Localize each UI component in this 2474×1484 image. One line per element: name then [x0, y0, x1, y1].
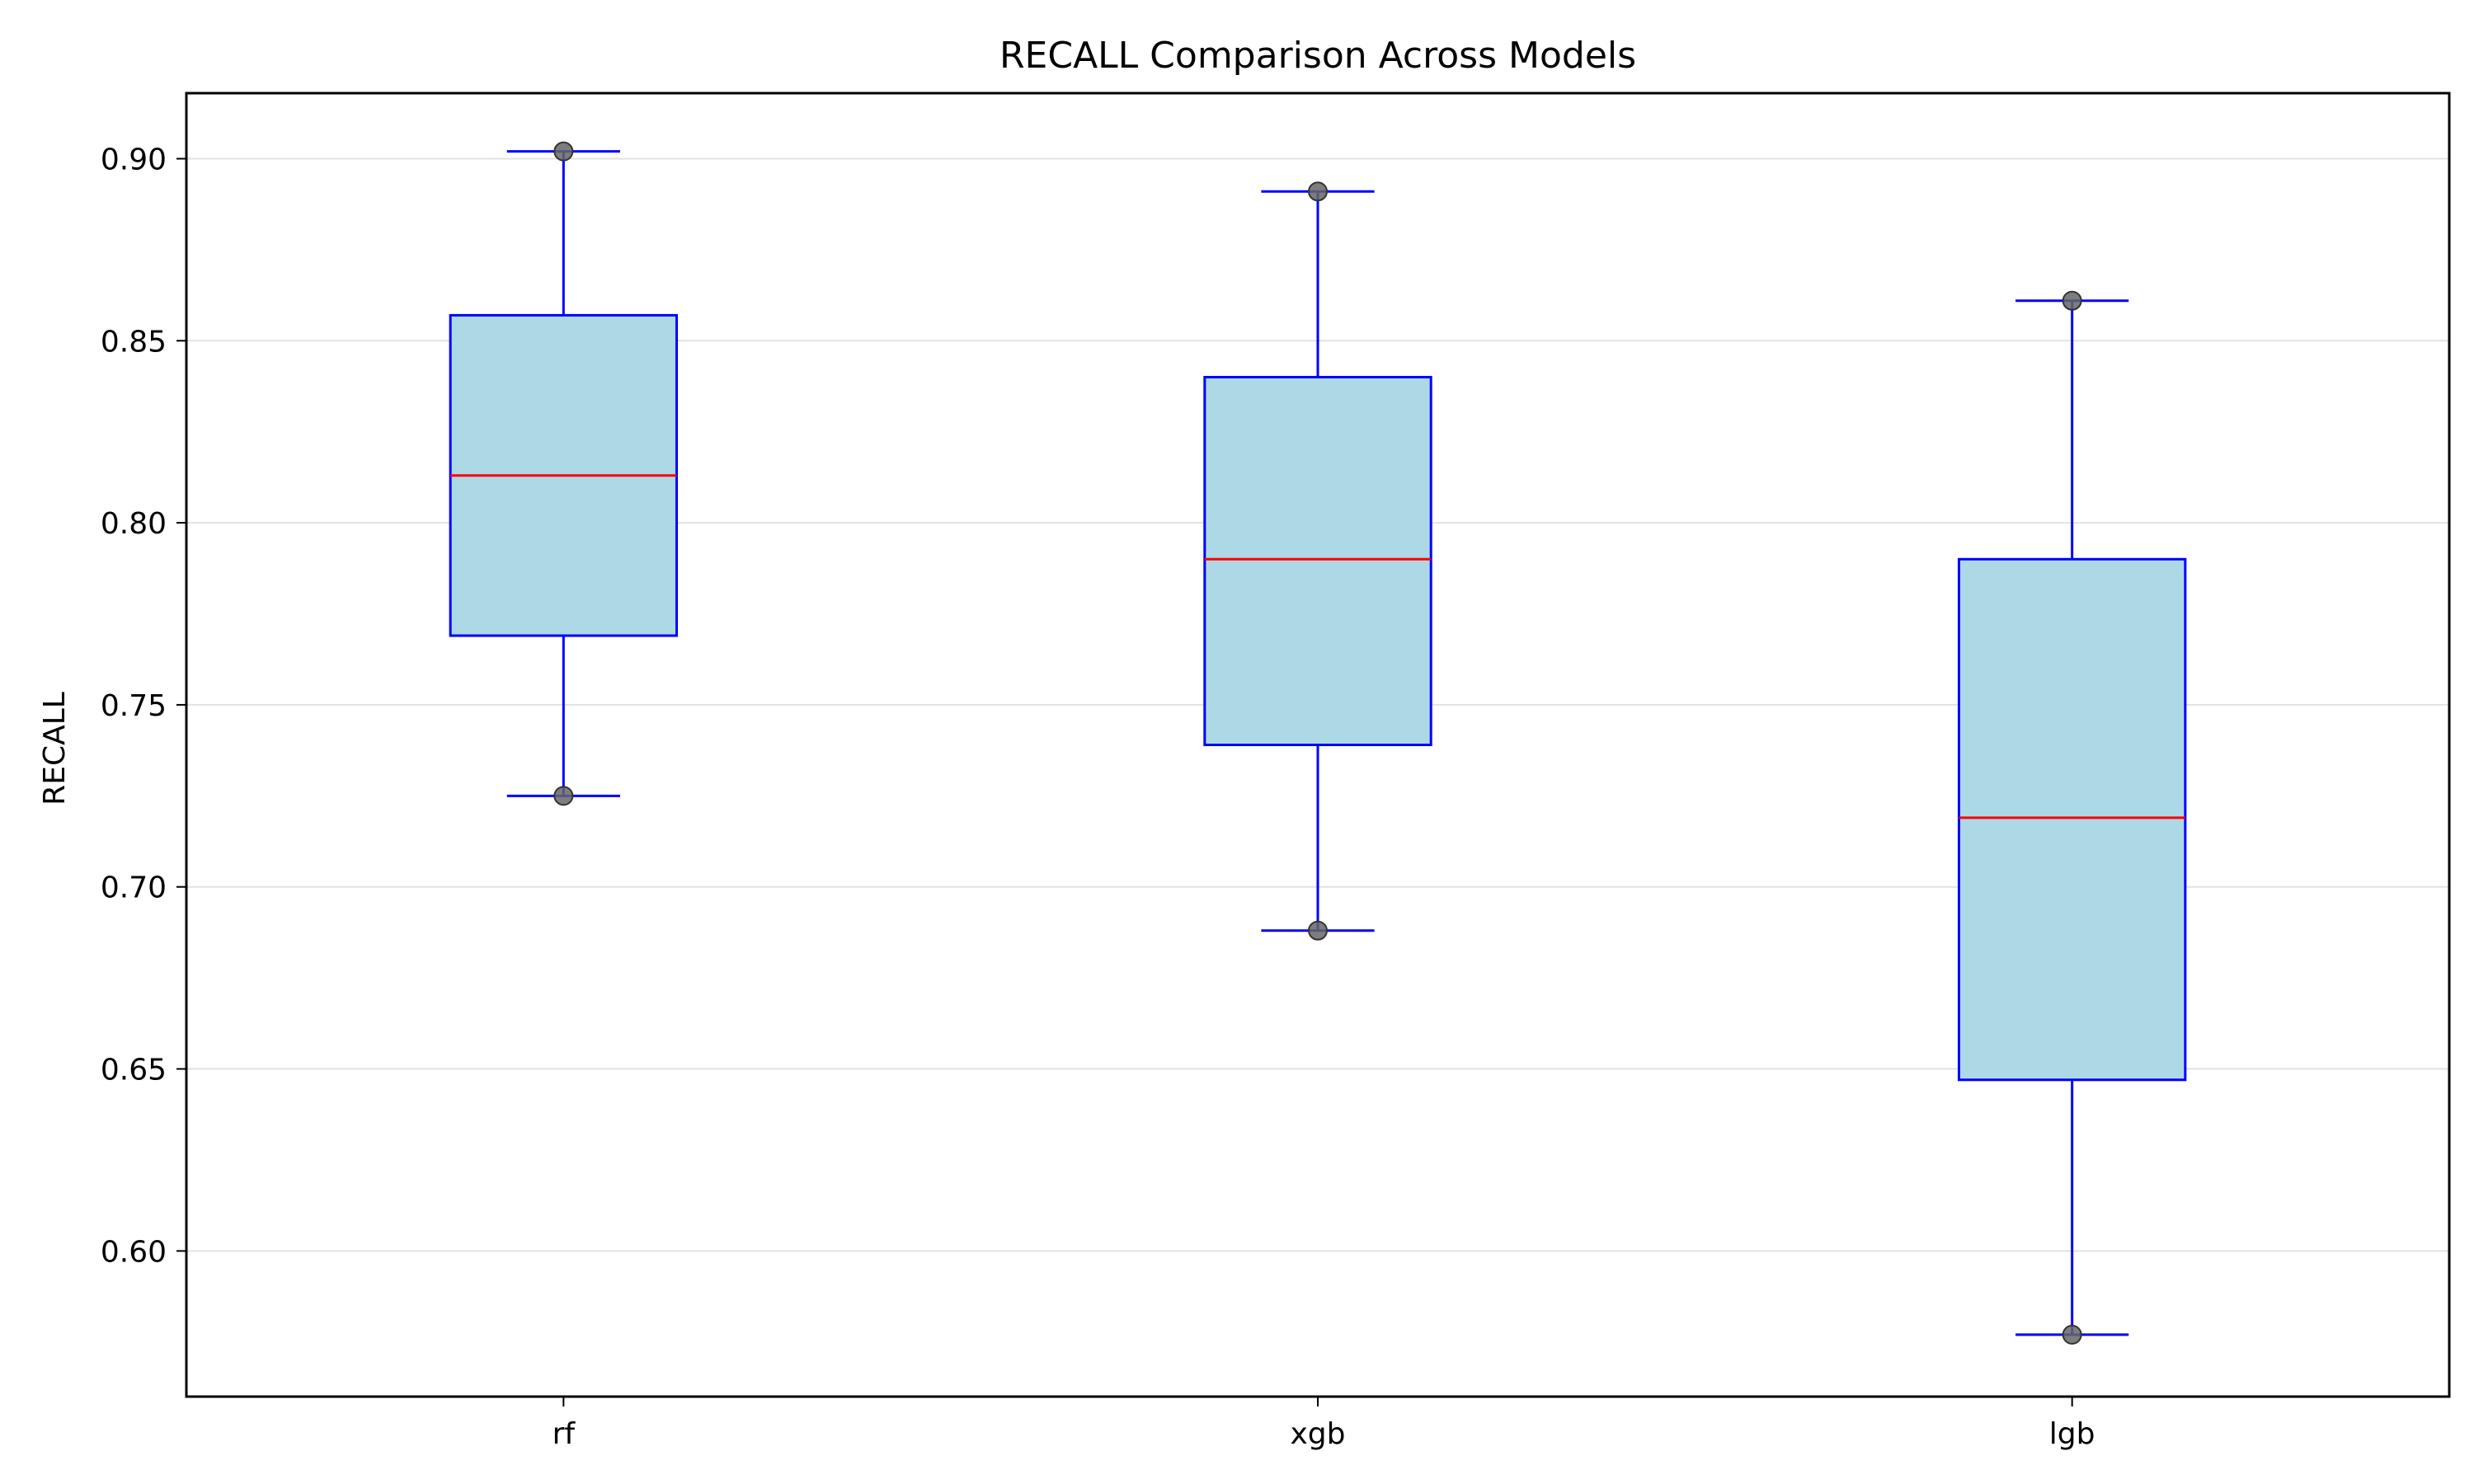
x-tick-label-xgb: xgb	[1290, 1417, 1345, 1451]
min-point	[553, 786, 574, 806]
min-point	[2062, 1324, 2082, 1345]
iqr-box	[1957, 557, 2187, 1082]
y-tick-label: 0.80	[101, 507, 167, 541]
chart-title: RECALL Comparison Across Models	[999, 35, 1636, 77]
x-axis-ticks: rf xgb lgb	[553, 1397, 2095, 1451]
max-point	[2062, 290, 2082, 311]
y-tick-label: 0.75	[101, 689, 167, 723]
y-axis-label: RECALL	[38, 692, 72, 805]
y-tick-label: 0.85	[101, 325, 167, 359]
max-point	[1308, 181, 1328, 202]
box-group-rf	[449, 141, 679, 806]
box-group-xgb	[1203, 181, 1432, 941]
box-group-lgb	[1957, 290, 2187, 1345]
min-point	[1308, 920, 1328, 941]
y-axis-ticks: 0.60 0.65 0.70 0.75 0.80 0.85 0.90	[101, 143, 186, 1269]
max-point	[553, 141, 574, 162]
boxes-layer	[449, 141, 2187, 1345]
x-tick-label-lgb: lgb	[2049, 1417, 2095, 1451]
x-tick-label-rf: rf	[553, 1417, 576, 1451]
iqr-box	[1203, 375, 1432, 746]
y-tick-label: 0.60	[101, 1235, 167, 1269]
y-tick-label: 0.65	[101, 1054, 167, 1087]
y-tick-label: 0.90	[101, 143, 167, 176]
y-tick-label: 0.70	[101, 871, 167, 905]
